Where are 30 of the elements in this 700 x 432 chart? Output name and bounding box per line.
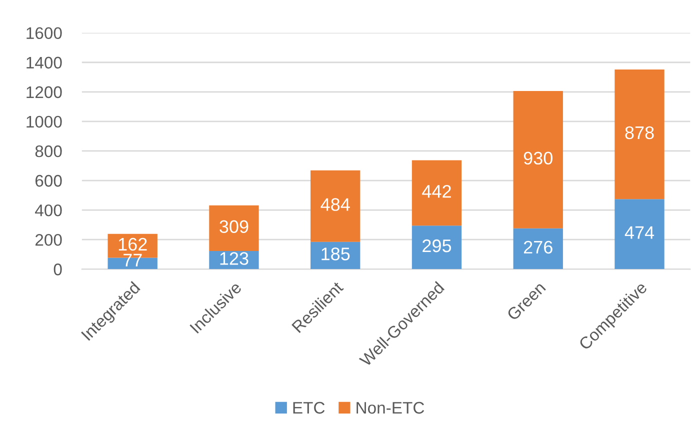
y-tick-label: 600 xyxy=(35,174,62,187)
bar xyxy=(513,228,563,270)
data-label: 276 xyxy=(524,240,552,254)
bar xyxy=(513,91,563,228)
data-label: 123 xyxy=(220,252,248,265)
legend-label: ETC xyxy=(293,402,325,414)
bar xyxy=(614,199,664,270)
y-tick-label: 0 xyxy=(54,264,62,276)
y-tick-label: 1600 xyxy=(26,27,62,40)
y-tick-label: 1400 xyxy=(26,56,62,69)
legend-label: Non-ETC xyxy=(356,402,424,414)
y-tick-label: 200 xyxy=(35,234,62,246)
data-label: 442 xyxy=(422,184,451,198)
data-label: 162 xyxy=(118,238,147,251)
bar xyxy=(412,226,462,270)
bar xyxy=(310,170,360,242)
data-label: 484 xyxy=(320,198,350,211)
bar xyxy=(209,205,259,251)
y-tick-label: 800 xyxy=(35,145,62,158)
data-label: 295 xyxy=(422,239,452,252)
y-tick-label: 400 xyxy=(35,204,62,216)
y-tick-label: 1200 xyxy=(26,86,62,98)
data-label: 185 xyxy=(322,248,350,260)
data-label: 309 xyxy=(220,220,248,233)
data-label: 930 xyxy=(524,152,552,165)
bar xyxy=(412,160,462,226)
bar xyxy=(614,69,664,200)
data-label: 878 xyxy=(625,126,654,140)
y-tick-label: 1000 xyxy=(26,116,62,128)
data-label: 474 xyxy=(624,226,654,239)
